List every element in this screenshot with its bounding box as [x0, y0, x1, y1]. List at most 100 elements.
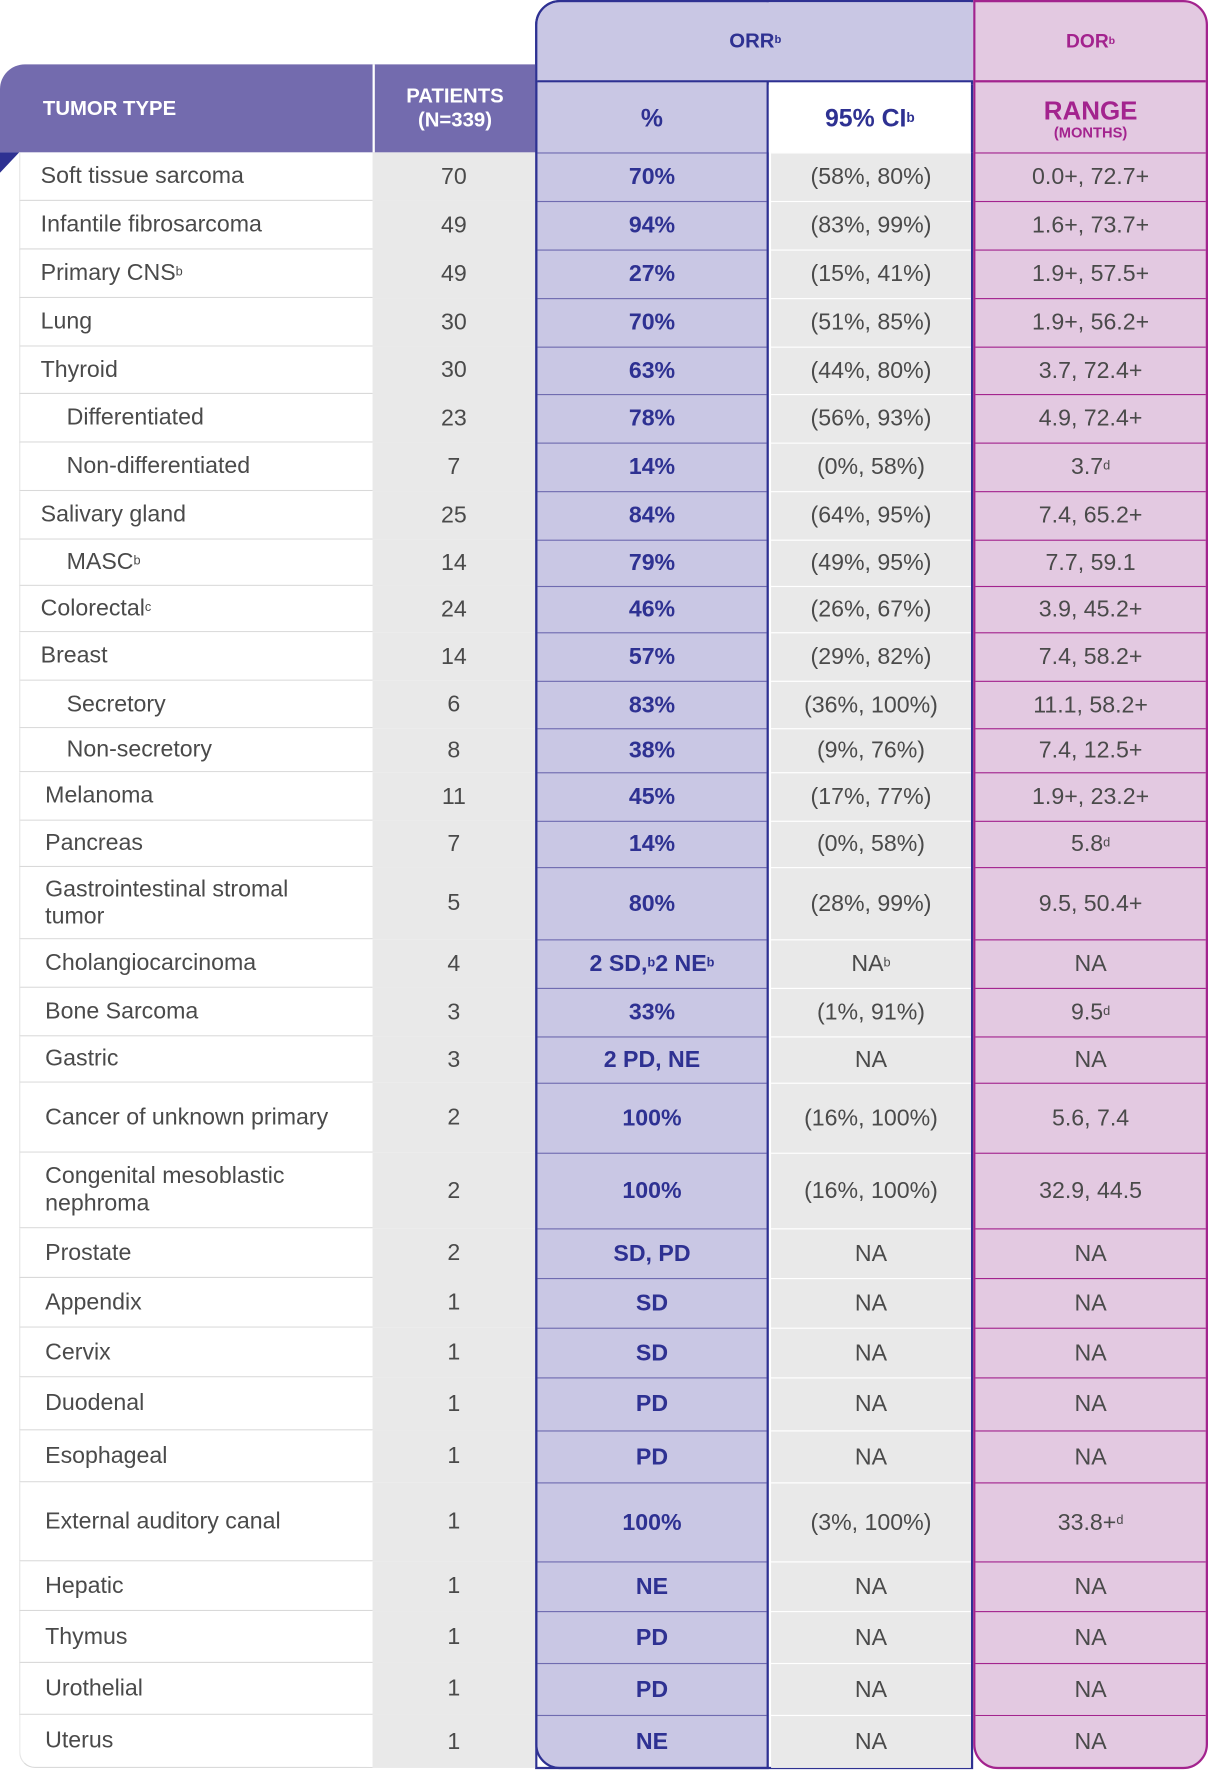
orr-percent-cell: 45%	[537, 772, 767, 821]
orr-group-border	[535, 0, 974, 1770]
ci-cell: (58%, 80%)	[771, 152, 971, 201]
dor-range-cell: NA	[975, 1430, 1206, 1482]
ci-cell: (64%, 95%)	[771, 491, 971, 540]
tumor-type-cell: Gastric	[19, 1036, 373, 1083]
cell-text: 27%	[628, 260, 676, 287]
cell-text: 83%	[628, 691, 676, 718]
orr-group-header: ORR b	[537, 2, 974, 83]
header-95ci: 95% CI b	[768, 84, 974, 153]
dor-range-cell: NA	[975, 1714, 1206, 1768]
orr-percent-cell: 38%	[537, 728, 767, 772]
table-row: Non-secretory 8 38% (9%, 76%) 7.4, 12.5+	[19, 728, 1208, 773]
tumor-name: Soft tissue sarcoma	[40, 162, 244, 189]
dor-range-cell: NA	[975, 1228, 1206, 1278]
dor-range-cell: NA	[975, 1036, 1206, 1082]
patients-cell: 24	[372, 585, 536, 633]
cell-text: NA	[854, 1624, 888, 1650]
tumor-type-cell: Uterus	[19, 1714, 373, 1768]
dor-range-cell: NA	[975, 1277, 1206, 1328]
orr-percent-cell: NE	[537, 1714, 767, 1768]
cell-text: NA	[854, 1390, 888, 1417]
tumor-type-cell: Urothelial	[19, 1662, 373, 1715]
dor-range-cell: 11.1, 58.2+	[975, 680, 1206, 728]
dor-range-cell: 7.4, 12.5+	[975, 728, 1206, 772]
tumor-type-cell: Thyroid	[19, 346, 373, 395]
patients-cell: 70	[372, 152, 536, 201]
orr-percent-cell: SD	[537, 1327, 767, 1378]
patients-cell: 1	[372, 1327, 536, 1378]
table-row: Thymus 1 PD NA NA	[19, 1611, 1208, 1663]
dor-range-cell: 7.7, 59.1	[975, 539, 1206, 586]
patients-cell: 1	[372, 1662, 536, 1715]
cell-text: SD, PD	[613, 1240, 691, 1267]
dor-column-bg	[973, 0, 1208, 1770]
dor-range-cell: 5.6, 7.4	[975, 1082, 1206, 1153]
cell-text: 4.9, 72.4+	[1038, 405, 1143, 432]
table-row: Gastrointestinal stromal tumor 5 80% (28%, …	[19, 867, 1208, 940]
tumor-name: Differentiated	[66, 404, 204, 431]
patients-cell: 30	[372, 298, 536, 347]
tumor-type-cell: Differentiated	[19, 394, 373, 443]
tumor-type-cell: Duodenal	[19, 1377, 373, 1431]
orr-percent-cell: NE	[537, 1561, 767, 1611]
cell-text: (29%, 82%)	[810, 643, 932, 670]
ci-cell: (51%, 85%)	[771, 298, 971, 347]
tumor-type-cell: Salivary gland	[19, 491, 373, 540]
header-percent: %	[640, 103, 664, 133]
footnote-mark: d	[1116, 1514, 1124, 1528]
tumor-name: MASC	[66, 548, 134, 575]
cell-text: NA	[1074, 1240, 1107, 1267]
cell-text: 70%	[628, 163, 676, 190]
orr-percent-cell: 70%	[537, 298, 767, 347]
patients-cell: 2	[372, 1082, 536, 1153]
tumor-name: Esophageal	[45, 1442, 168, 1469]
orr-percent-cell: 70%	[537, 152, 767, 201]
patients-cell: 7	[372, 442, 536, 492]
patients-cell: 7	[372, 820, 536, 868]
ci-cell: NA	[771, 1036, 971, 1083]
table-row: Congenital mesoblastic nephroma 2 100% (16%…	[19, 1152, 1208, 1229]
cell-text: NA	[854, 1289, 888, 1316]
cell-text: 84%	[628, 502, 676, 529]
cell-text: 1.9+, 57.5+	[1032, 260, 1150, 287]
orr-percent-cell: 83%	[537, 680, 767, 728]
table-row: Cholangiocarcinoma 4 2 SD, b 2 NE b NA b NA	[19, 939, 1208, 988]
table-row: Esophageal 1 PD NA NA	[19, 1430, 1208, 1483]
patients-cell: 2	[372, 1152, 536, 1229]
tumor-name: Appendix	[45, 1288, 142, 1315]
table-row: Salivary gland 25 84% (64%, 95%) 7.4, 65.2+	[19, 491, 1208, 540]
table-row: Uterus 1 NE NA NA	[19, 1714, 1208, 1768]
patients-cell: 49	[372, 200, 536, 250]
footnote-mark: b	[175, 265, 183, 279]
cell-text: 38%	[628, 737, 676, 764]
left-header-bg	[0, 64, 536, 153]
patients-cell: 11	[372, 772, 536, 821]
orr-percent-cell: 14%	[537, 820, 767, 867]
table-row: Duodenal 1 PD NA NA	[19, 1377, 1208, 1431]
cell-text: PD	[635, 1390, 669, 1417]
ci-cell: (36%, 100%)	[771, 680, 971, 729]
cell-text: 45%	[628, 783, 676, 810]
cell-text: (17%, 77%)	[810, 783, 932, 810]
cell-text: (26%, 67%)	[810, 596, 932, 623]
ci-cell: (16%, 100%)	[771, 1082, 971, 1153]
table-row: Primary CNS b 49 27% (15%, 41%) 1.9+, 57.5+	[19, 249, 1208, 299]
cell-text: 14%	[628, 453, 676, 480]
cell-text: 32.9, 44.5	[1039, 1177, 1143, 1204]
tumor-type-cell: Bone Sarcoma	[19, 987, 373, 1037]
ci-cell: (0%, 58%)	[771, 820, 971, 868]
cell-text: (16%, 100%)	[804, 1104, 938, 1131]
orr-percent-column-bg	[535, 0, 769, 1770]
dor-range-cell: 7.4, 58.2+	[975, 632, 1206, 681]
ci-cell: (44%, 80%)	[771, 346, 971, 395]
tumor-name: Primary CNS	[40, 259, 176, 286]
orr-percent-cell: 2 SD, b 2 NE b	[537, 939, 767, 988]
tumor-type-cell: Non-differentiated	[19, 442, 373, 492]
cell-text: 80%	[628, 890, 676, 917]
patients-cell: 14	[372, 539, 536, 586]
cell-text: 33.8+	[1057, 1508, 1117, 1535]
tumor-name: Prostate	[45, 1239, 132, 1266]
ci-cell: (83%, 99%)	[771, 200, 971, 250]
footnote-mark: b	[706, 956, 715, 970]
